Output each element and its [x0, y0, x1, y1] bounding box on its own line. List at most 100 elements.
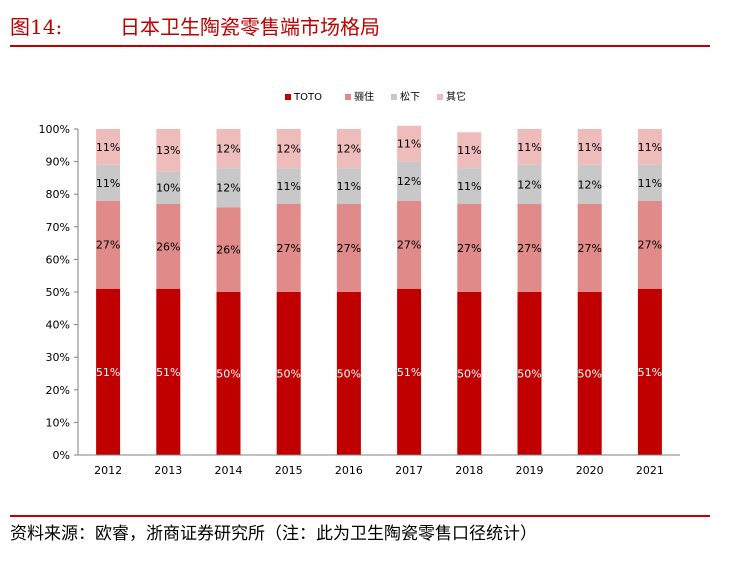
bar-segment [276, 203, 301, 292]
data-label: 12% [397, 175, 421, 188]
data-label: 11% [96, 177, 120, 190]
bar-segment [637, 200, 662, 289]
bar-segment [156, 171, 181, 204]
legend-label: 其它 [446, 90, 466, 103]
bar-segment [637, 288, 662, 455]
bar-segment [577, 129, 602, 165]
x-tick-label: 2012 [94, 464, 122, 477]
data-label: 11% [457, 144, 481, 157]
data-label: 11% [638, 177, 662, 190]
data-label: 27% [577, 242, 601, 255]
bar-segment [577, 292, 602, 455]
data-label: 11% [457, 180, 481, 193]
y-tick-label: 50% [46, 286, 70, 299]
bar-segment [96, 288, 121, 455]
data-label: 51% [397, 366, 421, 379]
data-label: 50% [517, 368, 541, 381]
data-label: 50% [216, 368, 240, 381]
x-tick-label: 2019 [516, 464, 544, 477]
data-label: 13% [156, 144, 180, 157]
y-tick-label: 100% [39, 123, 70, 136]
stacked-bar-chart: TOTO 骊住 松下 其它 0% 10% 20% 30% 40% 50% 60% 70% 80% 90%… [39, 90, 680, 477]
data-label: 12% [276, 143, 300, 156]
x-tick-label: 2014 [215, 464, 243, 477]
data-label: 27% [457, 242, 481, 255]
data-label: 27% [276, 242, 300, 255]
bar-segment [577, 203, 602, 292]
y-tick-label: 90% [46, 156, 70, 169]
data-label: 51% [638, 366, 662, 379]
data-label: 11% [96, 141, 120, 154]
data-label: 12% [517, 178, 541, 191]
bar-segment [517, 203, 542, 292]
data-label: 11% [397, 138, 421, 151]
data-label: 27% [96, 239, 120, 252]
legend-swatch [345, 94, 351, 100]
data-label: 50% [337, 368, 361, 381]
data-label: 26% [216, 244, 240, 257]
x-tick-label: 2015 [275, 464, 303, 477]
x-tick-label: 2013 [154, 464, 182, 477]
data-label: 11% [638, 141, 662, 154]
y-axis: 0% 10% 20% 30% 40% 50% 60% 70% 80% 90% 100% [39, 123, 79, 462]
data-label: 27% [638, 239, 662, 252]
bar-segment [457, 132, 482, 169]
bar-segment [156, 129, 181, 172]
x-tick-label: 2016 [335, 464, 363, 477]
data-label: 51% [96, 366, 120, 379]
bar-segment [216, 168, 241, 208]
bar-segment [457, 168, 482, 204]
y-tick-label: 80% [46, 188, 70, 201]
y-tick-label: 20% [46, 384, 70, 397]
bar-segment [517, 164, 542, 204]
bar-segment [336, 292, 361, 455]
figure-number: 图14: [10, 15, 63, 39]
bar-segment [216, 207, 241, 292]
bar-segment [397, 288, 422, 455]
bar-segment [336, 129, 361, 169]
bar-segment [96, 129, 121, 165]
data-label: 12% [337, 143, 361, 156]
data-label: 50% [457, 368, 481, 381]
bar-segment [276, 292, 301, 455]
y-tick-label: 60% [46, 253, 70, 266]
legend-swatch [391, 94, 397, 100]
legend-swatch [437, 94, 443, 100]
bar-segment [336, 203, 361, 292]
bar-segment [397, 125, 422, 162]
bar-stack-group: 51% 27% 11% 11% 51% 26% 10% 13% 50% 26% 12% 12% 50% 2… [96, 125, 662, 455]
title-rule [10, 45, 710, 47]
x-tick-label: 2017 [395, 464, 423, 477]
bar-segment [96, 164, 121, 201]
bar-segment [216, 129, 241, 169]
bar-segment [276, 129, 301, 169]
bar-segment [397, 200, 422, 289]
bar-segment [156, 203, 181, 289]
chart-legend: TOTO 骊住 松下 其它 [285, 90, 466, 103]
bar-segment [397, 161, 422, 201]
data-label: 10% [156, 182, 180, 195]
figure-title: 图14: 日本卫生陶瓷零售端市场格局 [10, 10, 710, 44]
data-label: 12% [577, 178, 601, 191]
bar-segment [517, 292, 542, 455]
y-tick-label: 10% [46, 416, 70, 429]
bar-segment [156, 288, 181, 455]
bar-segment [457, 203, 482, 292]
data-label: 11% [276, 180, 300, 193]
source-note: 资料来源：欧睿，浙商证券研究所（注：此为卫生陶瓷零售口径统计） [10, 524, 537, 544]
x-tick-label: 2020 [576, 464, 604, 477]
data-label: 11% [577, 141, 601, 154]
data-label: 27% [337, 242, 361, 255]
x-tick-label: 2018 [455, 464, 483, 477]
data-label: 51% [156, 366, 180, 379]
x-tick-label: 2021 [636, 464, 664, 477]
bar-segment [216, 292, 241, 455]
y-tick-label: 30% [46, 351, 70, 364]
data-label: 11% [337, 180, 361, 193]
data-label: 26% [156, 240, 180, 253]
bar-segment [577, 164, 602, 204]
legend-label: 骊住 [354, 90, 374, 103]
bar-segment [637, 129, 662, 165]
legend-swatch [285, 94, 291, 100]
bar-segment [276, 168, 301, 204]
